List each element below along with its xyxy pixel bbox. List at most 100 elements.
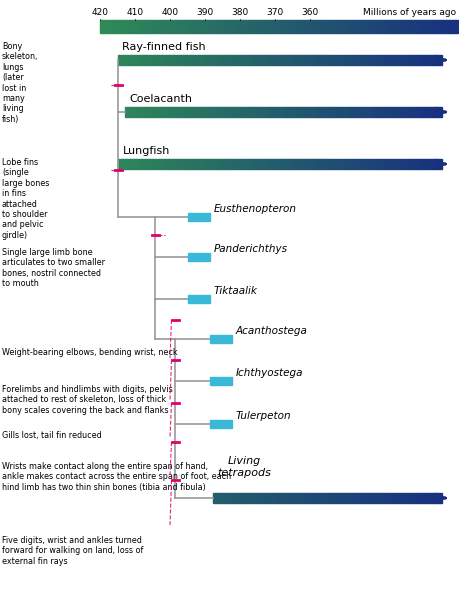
- Bar: [210, 335, 232, 343]
- Bar: [148, 107, 152, 117]
- Bar: [204, 20, 207, 33]
- Bar: [422, 55, 426, 65]
- Text: Ray-finned fish: Ray-finned fish: [123, 42, 206, 52]
- Bar: [292, 55, 296, 65]
- Bar: [359, 20, 363, 33]
- Bar: [389, 55, 393, 65]
- Bar: [259, 159, 263, 169]
- Bar: [255, 55, 259, 65]
- Bar: [324, 20, 327, 33]
- Bar: [343, 107, 347, 117]
- Bar: [373, 493, 376, 503]
- Text: Panderichthys: Panderichthys: [214, 244, 288, 254]
- Bar: [293, 493, 296, 503]
- Bar: [319, 107, 323, 117]
- Bar: [312, 159, 316, 169]
- Bar: [425, 20, 428, 33]
- Bar: [398, 107, 402, 117]
- Bar: [288, 20, 291, 33]
- Bar: [240, 107, 244, 117]
- Bar: [426, 55, 430, 65]
- Bar: [178, 20, 180, 33]
- Text: Tiktaalik: Tiktaalik: [214, 286, 258, 296]
- Bar: [188, 295, 210, 303]
- Bar: [288, 55, 292, 65]
- Bar: [207, 20, 210, 33]
- Bar: [452, 20, 455, 33]
- Bar: [307, 107, 311, 117]
- Bar: [134, 159, 138, 169]
- Bar: [414, 55, 418, 65]
- Bar: [347, 107, 351, 117]
- Bar: [174, 20, 178, 33]
- Bar: [336, 20, 339, 33]
- Bar: [246, 20, 249, 33]
- Bar: [158, 159, 162, 169]
- Bar: [370, 107, 375, 117]
- Bar: [345, 159, 349, 169]
- Bar: [387, 493, 391, 503]
- Bar: [287, 493, 290, 503]
- Bar: [172, 107, 176, 117]
- Bar: [325, 159, 329, 169]
- Bar: [202, 20, 204, 33]
- Bar: [336, 493, 339, 503]
- Bar: [213, 493, 216, 503]
- Bar: [308, 55, 312, 65]
- Bar: [414, 159, 418, 169]
- Bar: [300, 55, 304, 65]
- Bar: [245, 493, 247, 503]
- Bar: [139, 20, 142, 33]
- Bar: [228, 107, 232, 117]
- Bar: [391, 107, 394, 117]
- Bar: [184, 107, 188, 117]
- Bar: [252, 159, 255, 169]
- Bar: [282, 20, 285, 33]
- Text: Weight-bearing elbows, bending wrist, neck: Weight-bearing elbows, bending wrist, ne…: [2, 348, 178, 357]
- Bar: [418, 159, 422, 169]
- Bar: [124, 107, 129, 117]
- Bar: [188, 253, 210, 261]
- Bar: [210, 420, 232, 428]
- Bar: [207, 159, 211, 169]
- Bar: [391, 493, 393, 503]
- Bar: [369, 55, 373, 65]
- Bar: [280, 159, 284, 169]
- Text: 410: 410: [126, 8, 144, 17]
- Bar: [215, 55, 219, 65]
- Bar: [222, 20, 225, 33]
- Bar: [332, 55, 336, 65]
- Bar: [247, 107, 252, 117]
- Bar: [170, 55, 174, 65]
- Bar: [394, 107, 398, 117]
- Bar: [243, 20, 246, 33]
- Bar: [235, 55, 239, 65]
- Bar: [182, 159, 186, 169]
- Text: Lobe fins
(single
large bones
in fins
attached
to shoulder
and pelvic
girdle): Lobe fins (single large bones in fins at…: [2, 158, 50, 240]
- Bar: [259, 493, 262, 503]
- Bar: [329, 159, 332, 169]
- Bar: [312, 55, 316, 65]
- Bar: [419, 20, 422, 33]
- Bar: [219, 20, 222, 33]
- Text: Lungfish: Lungfish: [123, 146, 170, 156]
- Bar: [126, 159, 130, 169]
- Bar: [353, 20, 357, 33]
- Bar: [252, 107, 256, 117]
- Bar: [325, 55, 329, 65]
- Bar: [373, 55, 377, 65]
- Bar: [430, 159, 434, 169]
- Bar: [186, 159, 190, 169]
- Bar: [402, 159, 405, 169]
- Bar: [356, 493, 359, 503]
- Bar: [434, 107, 438, 117]
- Bar: [342, 493, 345, 503]
- Bar: [186, 55, 190, 65]
- Bar: [215, 159, 219, 169]
- Bar: [261, 20, 264, 33]
- Bar: [355, 107, 358, 117]
- Bar: [349, 159, 353, 169]
- Bar: [416, 20, 419, 33]
- Bar: [437, 20, 440, 33]
- Bar: [170, 159, 174, 169]
